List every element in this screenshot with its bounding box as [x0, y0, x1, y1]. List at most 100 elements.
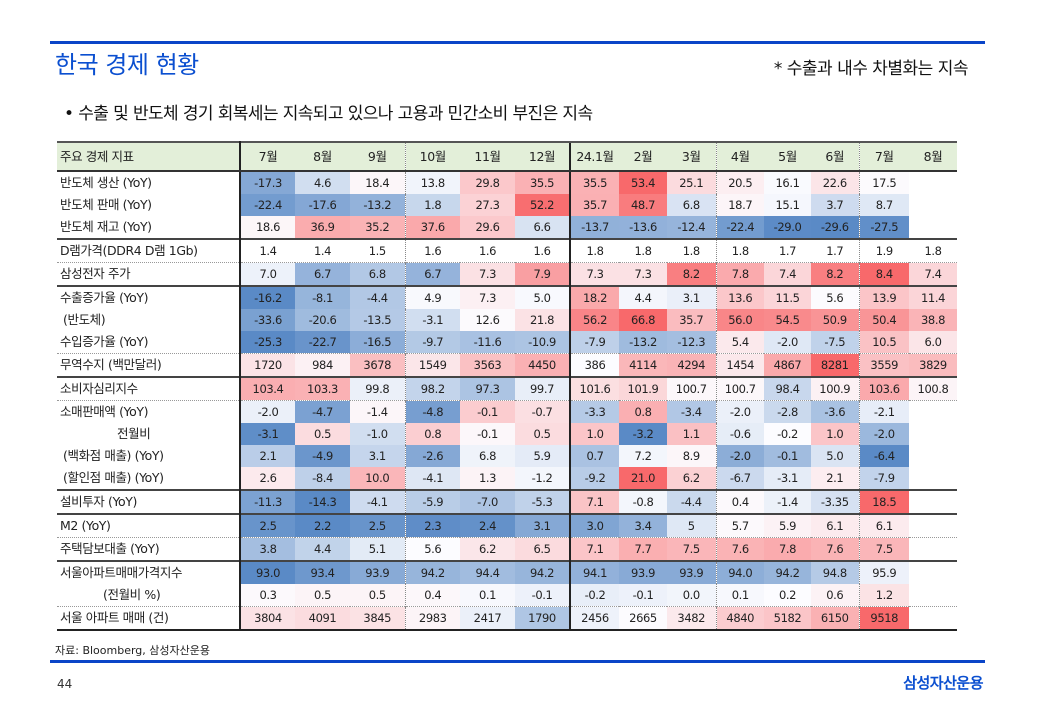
data-cell: 1.0 — [811, 423, 859, 445]
bottom-rule — [50, 660, 985, 663]
data-cell: -0.8 — [619, 489, 667, 514]
data-cell: 7.9 — [515, 262, 570, 286]
data-cell: -29.6 — [811, 216, 859, 239]
data-cell: 3678 — [350, 353, 405, 377]
data-cell: -0.6 — [715, 423, 764, 445]
data-cell: 0.0 — [667, 584, 716, 607]
data-cell: 4450 — [515, 353, 570, 377]
top-rule — [50, 41, 985, 44]
data-cell — [909, 445, 957, 467]
data-cell: -2.0 — [858, 423, 909, 445]
data-cell: -2.0 — [240, 400, 295, 423]
data-cell: 1.6 — [515, 238, 570, 263]
data-cell: -1.2 — [515, 467, 570, 490]
data-cell: -0.1 — [619, 584, 667, 607]
data-cell: 3559 — [858, 353, 909, 377]
data-cell: 4.4 — [295, 537, 350, 561]
data-cell — [909, 584, 957, 607]
data-cell: 1.3 — [460, 467, 515, 490]
data-cell: 1.0 — [569, 423, 619, 445]
table-row: 소매판매액 (YoY) -2.0 -4.7 -1.4 -4.8 -0.1 -0.7 -3.3 0… — [57, 400, 957, 423]
data-cell: 3.1 — [515, 513, 570, 538]
row-label: (백화점 매출) (YoY) — [57, 445, 241, 467]
row-label: 소매판매액 (YoY) — [57, 400, 241, 423]
data-cell: -0.2 — [764, 423, 811, 445]
data-cell: -1.4 — [764, 489, 811, 514]
data-cell: -0.7 — [515, 400, 570, 423]
data-cell: 7.1 — [569, 537, 619, 561]
data-cell: 1790 — [515, 606, 570, 631]
data-cell: 94.2 — [515, 560, 570, 584]
data-cell: 13.9 — [858, 285, 909, 309]
data-cell: -13.2 — [350, 194, 405, 216]
table-row: 반도체 판매 (YoY) -22.4 -17.6 -13.2 1.8 27.3 52.2 35… — [57, 194, 957, 216]
data-cell: 5.6 — [811, 285, 859, 309]
data-cell: -1.0 — [350, 423, 405, 445]
column-header: 10월 — [404, 141, 460, 172]
data-cell: 7.4 — [764, 262, 811, 286]
data-cell: 100.8 — [909, 376, 957, 401]
data-cell: 38.8 — [909, 309, 957, 331]
data-cell: 5 — [667, 513, 716, 538]
data-cell: 54.5 — [764, 309, 811, 331]
data-cell: -25.3 — [240, 331, 295, 354]
column-header: 12월 — [515, 141, 570, 172]
brand-logo: 삼성자산운용 — [903, 674, 983, 692]
data-cell: 8281 — [811, 353, 859, 377]
row-label: 서울아파트매매가격지수 — [57, 560, 241, 584]
data-cell: 2.6 — [240, 467, 295, 490]
data-cell: -11.6 — [460, 331, 515, 354]
data-cell: 2665 — [619, 606, 667, 631]
data-cell: -3.4 — [667, 400, 716, 423]
table-row: 서울 아파트 매매 (건) 3804 4091 3845 2983 2417 1790 245… — [57, 606, 957, 631]
data-cell: -16.5 — [350, 331, 405, 354]
data-cell: 0.5 — [515, 423, 570, 445]
data-cell: 93.9 — [619, 560, 667, 584]
data-cell: 103.3 — [295, 376, 350, 401]
data-cell: 1.5 — [350, 238, 405, 263]
data-cell: -0.1 — [764, 445, 811, 467]
data-cell: 94.2 — [764, 560, 811, 584]
data-cell: -4.4 — [667, 489, 716, 514]
data-cell: -29.0 — [764, 216, 811, 239]
data-cell: 7.3 — [619, 262, 667, 286]
data-cell: 3482 — [667, 606, 716, 631]
data-cell: -0.1 — [515, 584, 570, 607]
data-cell: 6.8 — [460, 445, 515, 467]
data-cell: 0.3 — [240, 584, 295, 607]
data-cell: 10.0 — [350, 467, 405, 490]
data-cell: 66.8 — [619, 309, 667, 331]
data-cell: -4.1 — [404, 467, 460, 490]
table-row: 소비자심리지수 103.4 103.3 99.8 98.2 97.3 99.7 101.6 10… — [57, 376, 957, 401]
data-cell: 0.5 — [350, 584, 405, 607]
table-row: 서울아파트매매가격지수 93.0 93.4 93.9 94.2 94.4 94.2 94.1 9… — [57, 560, 957, 584]
data-cell: 0.1 — [460, 584, 515, 607]
data-cell: 1.6 — [404, 238, 460, 263]
data-cell: 97.3 — [460, 376, 515, 401]
data-cell: 3563 — [460, 353, 515, 377]
data-cell: 21.0 — [619, 467, 667, 490]
data-cell: 0.8 — [404, 423, 460, 445]
data-cell: 5.9 — [515, 445, 570, 467]
data-cell: 18.5 — [858, 489, 909, 514]
data-cell: 94.4 — [460, 560, 515, 584]
data-cell: 4.4 — [619, 285, 667, 309]
table-row: 설비투자 (YoY) -11.3 -14.3 -4.1 -5.9 -7.0 -5.3 7.1-… — [57, 489, 957, 514]
row-label: 전월비 — [57, 423, 241, 445]
data-cell: 18.4 — [350, 171, 405, 194]
data-cell: -4.4 — [350, 285, 405, 309]
data-cell: 6.1 — [858, 513, 909, 538]
corner-label: 주요 경제 지표 — [57, 141, 241, 172]
data-cell: 6.0 — [909, 331, 957, 354]
data-cell: 7.8 — [715, 262, 764, 286]
row-label: 무역수지 (백만달러) — [57, 353, 241, 377]
data-cell: -16.2 — [240, 285, 295, 309]
table-row: M2 (YoY) 2.5 2.2 2.5 2.3 2.4 3.1 3.0 3.4 5 5.7 5.9 6… — [57, 513, 957, 538]
data-cell: 53.4 — [619, 171, 667, 194]
data-cell: 5.0 — [515, 285, 570, 309]
data-cell: 29.6 — [460, 216, 515, 239]
table-row: 수출증가율 (YoY) -16.2 -8.1 -4.4 4.9 7.3 5.0 18.2 4.4… — [57, 285, 957, 309]
table-row: (전월비 %) 0.3 0.5 0.5 0.4 0.1 -0.1 -0.2 -0.1 0.0 0.1… — [57, 584, 957, 607]
column-header: 5월 — [764, 141, 811, 172]
data-cell: 2.2 — [295, 513, 350, 538]
